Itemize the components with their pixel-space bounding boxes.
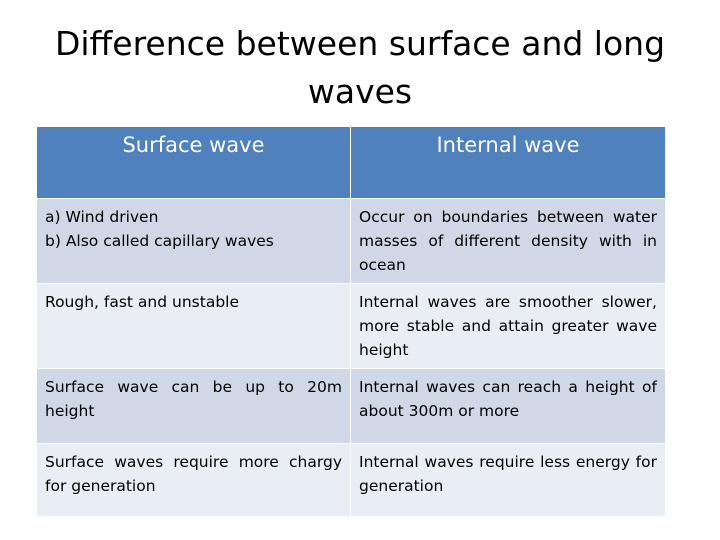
table-cell: Internal waves require less energy for g… xyxy=(350,443,666,517)
table-row: Rough, fast and unstable Internal waves … xyxy=(36,283,666,369)
comparison-table: Surface wave Internal wave a) Wind drive… xyxy=(36,126,666,517)
table-cell: Surface waves require more chargy for ge… xyxy=(36,443,351,517)
table-cell: Internal waves are smoother slower, more… xyxy=(350,283,666,369)
header-cell: Surface wave xyxy=(36,126,351,199)
list-item: a) Wind driven xyxy=(45,208,159,226)
header-cell: Internal wave xyxy=(350,126,666,199)
table-cell: a) Wind driven b) Also called capillary … xyxy=(36,198,351,284)
table-cell: Surface wave can be up to 20m height xyxy=(36,368,351,444)
slide-title: Difference between surface and long wave… xyxy=(54,24,666,111)
table-cell: Occur on boundaries between water masses… xyxy=(350,198,666,284)
header-row: Surface wave Internal wave xyxy=(36,126,666,199)
cell-list: a) Wind driven b) Also called capillary … xyxy=(45,205,342,253)
table-row: Surface wave can be up to 20m height Int… xyxy=(36,368,666,444)
table-row: a) Wind driven b) Also called capillary … xyxy=(36,198,666,284)
list-item: b) Also called capillary waves xyxy=(45,232,274,250)
table-cell: Rough, fast and unstable xyxy=(36,283,351,369)
table-row: Surface waves require more chargy for ge… xyxy=(36,443,666,517)
table-cell: Internal waves can reach a height of abo… xyxy=(350,368,666,444)
